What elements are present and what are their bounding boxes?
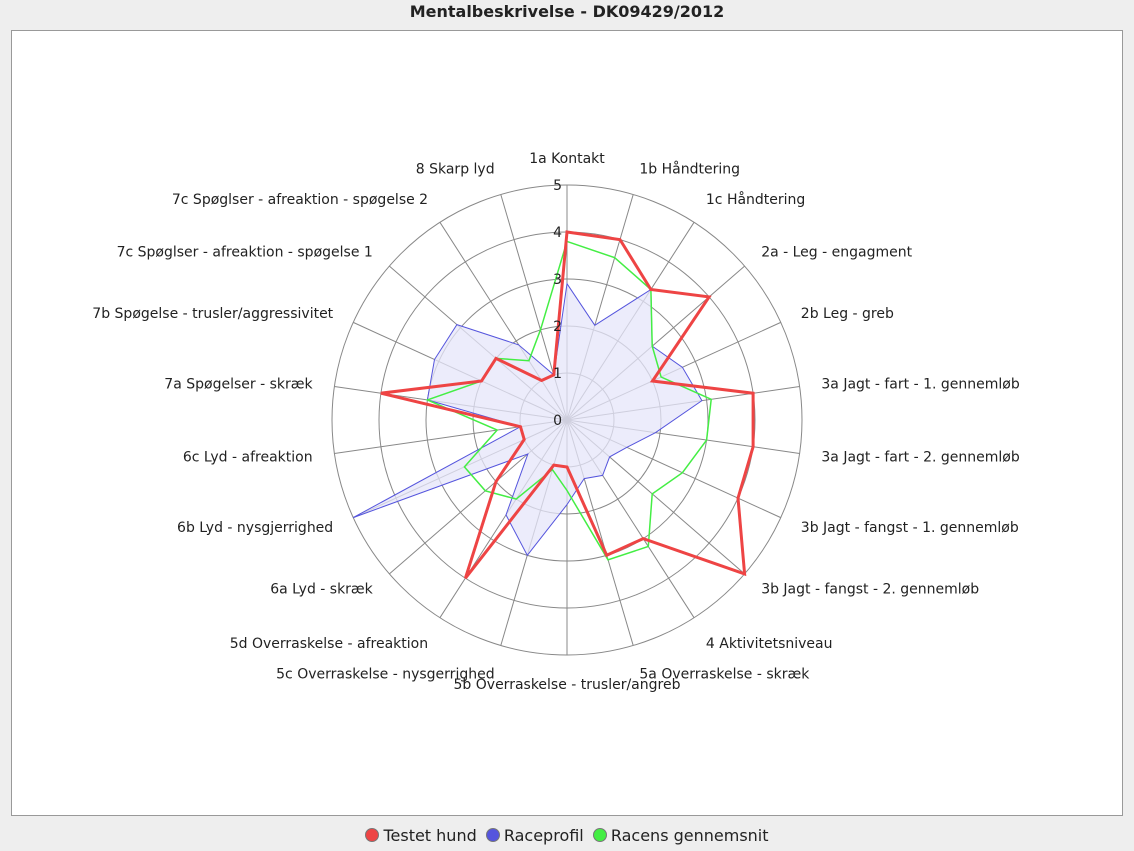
tick-label: 3 bbox=[553, 272, 562, 288]
category-label: 1a Kontakt bbox=[529, 151, 605, 167]
legend-item-raceprofil[interactable]: Raceprofil bbox=[485, 826, 584, 845]
legend-label: Testet hund bbox=[383, 826, 477, 845]
legend-label: Racens gennemsnit bbox=[610, 826, 769, 845]
category-label: 6c Lyd - afreaktion bbox=[183, 450, 313, 466]
legend: Testet hund Raceprofil Racens gennemsnit bbox=[0, 826, 1134, 845]
series-polygon-raceprofil: Raceprofil bbox=[352, 282, 703, 557]
chart-title: Mentalbeskrivelse - DK09429/2012 bbox=[409, 2, 725, 21]
tick-label: 2 bbox=[553, 319, 562, 335]
tick-label: 1 bbox=[553, 366, 562, 382]
category-label: 5c Overraskelse - nysgerrighed bbox=[276, 667, 494, 683]
category-label: 3a Jagt - fart - 2. gennemløb bbox=[821, 450, 1019, 466]
category-label: 7c Spøglser - afreaktion - spøgelse 2 bbox=[172, 192, 428, 208]
legend-swatch bbox=[485, 828, 500, 842]
legend-item-testet-hund[interactable]: Testet hund bbox=[365, 826, 477, 845]
category-label: 3a Jagt - fart - 1. gennemløb bbox=[821, 376, 1019, 392]
series-polygon-testet-hund: Testet hund bbox=[380, 230, 755, 580]
tick-label: 4 bbox=[553, 225, 562, 241]
category-label: 6b Lyd - nysgjerrighed bbox=[177, 520, 333, 536]
legend-swatch bbox=[365, 828, 380, 842]
category-label: 4 Aktivitetsniveau bbox=[706, 636, 833, 652]
legend-swatch bbox=[592, 828, 607, 842]
legend-label: Raceprofil bbox=[503, 826, 584, 845]
category-label: 7c Spøglser - afreaktion - spøgelse 1 bbox=[117, 245, 373, 261]
category-label: 2a - Leg - engagment bbox=[761, 245, 912, 261]
tick-label: 0 bbox=[553, 413, 562, 429]
category-label: 1b Håndtering bbox=[639, 160, 740, 177]
category-label: 6a Lyd - skræk bbox=[270, 581, 373, 597]
category-label: 8 Skarp lyd bbox=[416, 161, 495, 177]
category-label: 7a Spøgelser - skræk bbox=[164, 376, 313, 392]
category-label: 1c Håndtering bbox=[706, 191, 805, 208]
tick-label: 5 bbox=[553, 178, 562, 194]
legend-item-racens-gennemsnit[interactable]: Racens gennemsnit bbox=[592, 826, 769, 845]
category-label: 5a Overraskelse - skræk bbox=[639, 667, 810, 683]
category-label: 5b Overraskelse - trusler/angreb bbox=[454, 677, 681, 693]
category-label: 2b Leg - greb bbox=[801, 306, 894, 322]
category-label: 7b Spøgelse - trusler/aggressivitet bbox=[92, 306, 333, 322]
category-label: 5d Overraskelse - afreaktion bbox=[230, 636, 428, 652]
category-label: 3b Jagt - fangst - 2. gennemløb bbox=[761, 581, 979, 597]
category-label: 3b Jagt - fangst - 1. gennemløb bbox=[801, 520, 1019, 536]
